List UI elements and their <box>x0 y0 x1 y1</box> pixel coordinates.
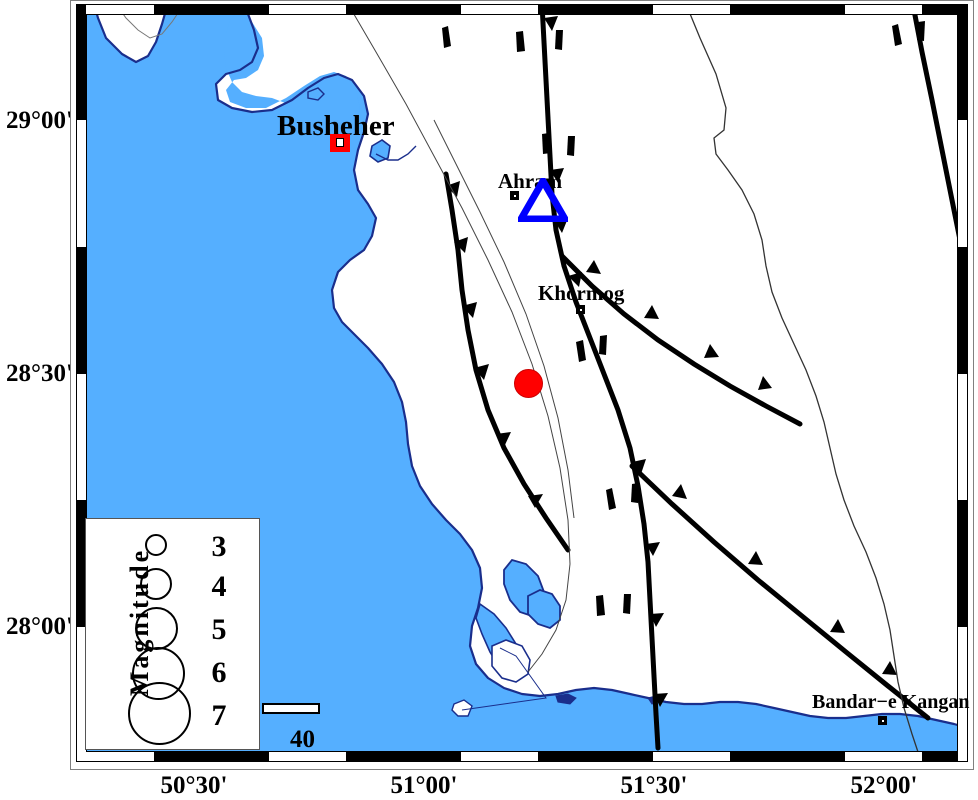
southern-island-1 <box>491 639 531 683</box>
coastline <box>92 4 173 64</box>
earthquake-epicenter-marker <box>514 369 543 398</box>
busheher-city-marker <box>330 134 350 152</box>
magnitude-legend: Magnitude 3 4 5 6 7 <box>85 518 260 750</box>
scale-bar-label: 40 <box>290 726 315 753</box>
map-vector-layer <box>76 4 968 762</box>
frame-left-bands <box>76 4 86 762</box>
island-link-line <box>461 647 547 711</box>
peninsula-boundary-line <box>115 4 181 39</box>
fault-strike-slip-ticks <box>442 21 925 616</box>
legend-circle-m7 <box>128 682 191 745</box>
lat-tick-28-30: 28°30' <box>6 360 73 387</box>
fault-southeast-major <box>629 463 931 721</box>
legend-label-m5: 5 <box>211 613 227 646</box>
fault-ahram-central <box>539 4 661 751</box>
fault-khormog-se <box>559 253 803 427</box>
legend-label-m7: 7 <box>211 699 227 732</box>
bushehr-lagoon-detail <box>369 139 391 163</box>
lon-tick-51-00: 51°00' <box>390 772 458 799</box>
southern-lagoon-2 <box>527 589 561 630</box>
fault-coastal-frontal <box>443 171 571 553</box>
lat-tick-28-00: 28°00' <box>6 613 73 640</box>
legend-circle-m5 <box>135 607 178 650</box>
fault-teeth-central <box>544 16 668 707</box>
lon-tick-52-00: 52°00' <box>850 772 918 799</box>
fault-teeth-southeast <box>672 484 897 675</box>
bushehr-channel <box>375 145 417 161</box>
city-label-khormog: Khormog <box>538 281 625 305</box>
bushehr-small-inlet <box>307 87 325 101</box>
legend-label-m6: 6 <box>211 656 227 689</box>
legend-circle-m4 <box>140 568 172 600</box>
fault-teeth-coastal <box>446 181 543 508</box>
lon-tick-50-30: 50°30' <box>160 772 228 799</box>
lat-tick-29-00: 29°00' <box>6 107 73 134</box>
legend-label-m4: 4 <box>211 570 227 603</box>
khormog-city-marker <box>576 305 585 314</box>
bandar-e-kangan-city-marker <box>878 716 887 725</box>
seismic-station-triangle-icon <box>518 178 568 222</box>
legend-circle-m3 <box>145 534 167 556</box>
scale-bar <box>262 703 320 714</box>
city-label-bandar-e-kangan: Bandar−e Kangan <box>812 691 970 713</box>
coastline-bushehr <box>214 4 968 730</box>
persian-gulf-water <box>76 4 968 762</box>
legend-label-m3: 3 <box>211 530 227 563</box>
frame-bottom-bands <box>76 752 968 762</box>
fault-teeth-khormog <box>586 260 772 390</box>
thin-boundary-line-2 <box>433 119 575 519</box>
lon-tick-51-30: 51°30' <box>620 772 688 799</box>
frame-top-bands <box>76 4 968 14</box>
southern-island-2 <box>451 699 473 717</box>
frame-right-bands <box>958 4 968 762</box>
ahram-city-marker <box>510 191 519 200</box>
river-line <box>685 4 921 759</box>
